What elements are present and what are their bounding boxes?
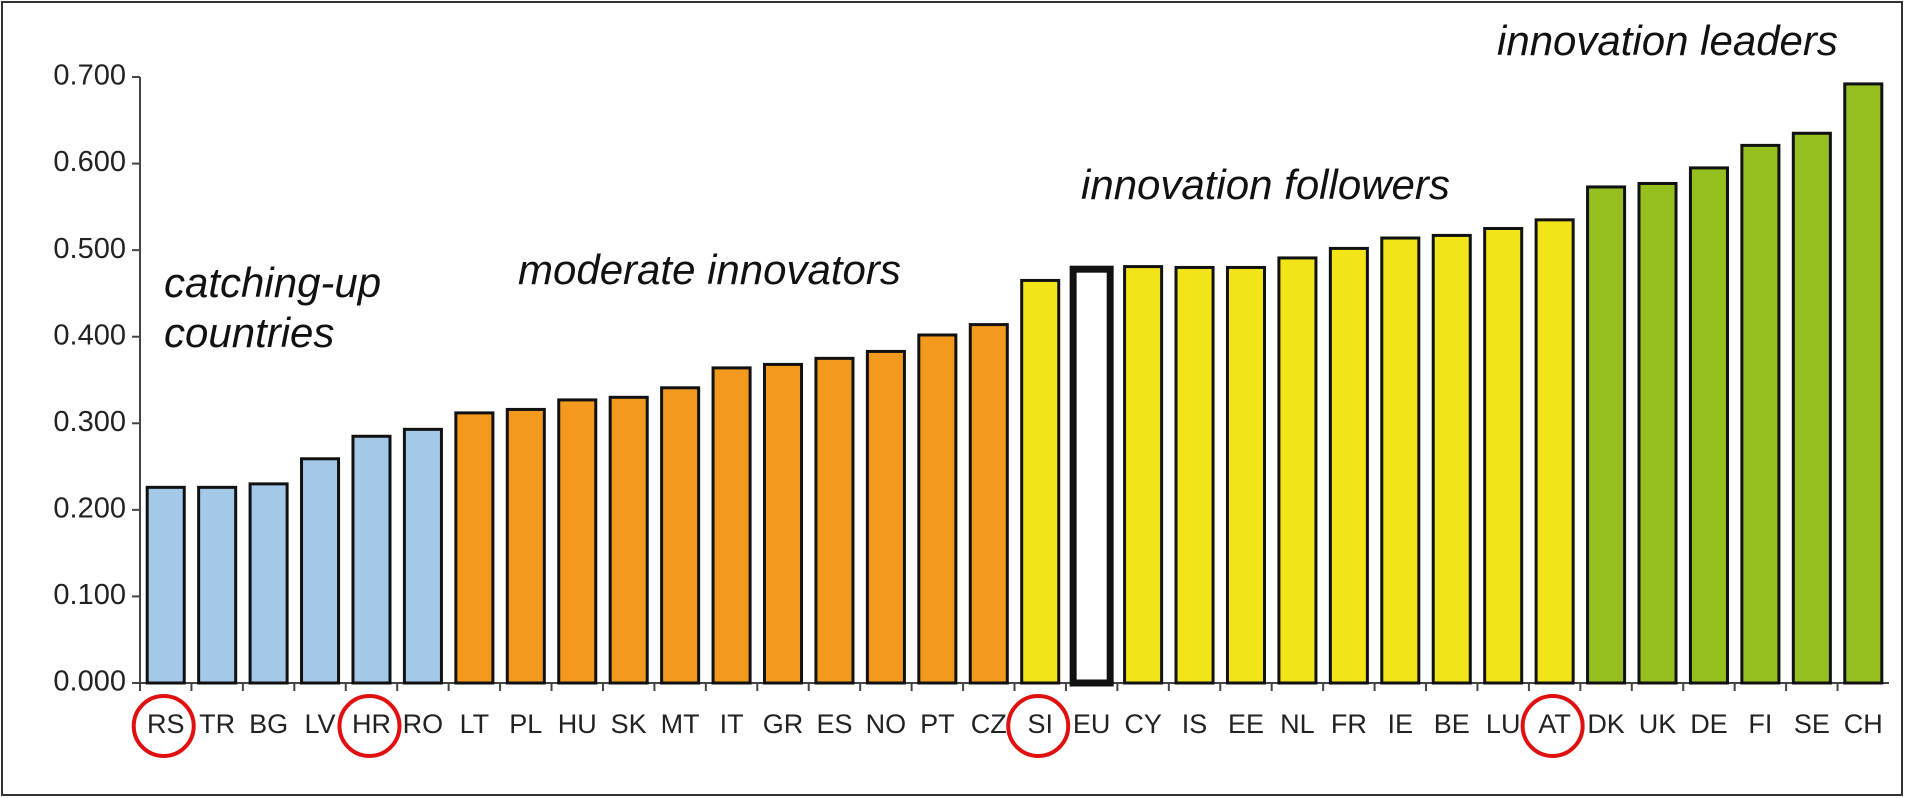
x-tick-label: DK [1587, 709, 1625, 739]
x-tick-label: SE [1794, 709, 1830, 739]
bar [865, 349, 906, 685]
x-tick-label: LT [460, 709, 490, 739]
bar [557, 398, 598, 685]
x-tick-label: RO [403, 709, 444, 739]
highlight-circle [337, 694, 402, 758]
x-tick-label: FI [1748, 709, 1772, 739]
highlight-circle [131, 694, 196, 758]
x-tick-label: CZ [971, 709, 1007, 739]
x-tick-label: MT [661, 709, 700, 739]
x-tick-label: UK [1639, 709, 1677, 739]
bar [608, 395, 649, 685]
x-tick-label: FR [1331, 709, 1367, 739]
bar [1791, 131, 1832, 685]
annotation: innovation followers [1081, 161, 1450, 208]
bar [1431, 233, 1472, 685]
bar [1740, 143, 1781, 685]
x-tick-label: HR [352, 709, 391, 739]
x-tick-label: AT [1538, 709, 1571, 739]
bar [1483, 227, 1524, 685]
x-tick-label: CY [1124, 709, 1162, 739]
bar [1637, 181, 1678, 685]
bar [660, 386, 701, 685]
annotation: moderate innovators [518, 246, 901, 293]
bar [351, 434, 392, 685]
bar [505, 407, 546, 685]
x-tick-label: DE [1690, 709, 1728, 739]
bar [1123, 265, 1164, 685]
bar [1534, 218, 1575, 685]
bar [402, 427, 443, 685]
x-tick-label: NO [866, 709, 907, 739]
y-tick-label: 0.000 [53, 666, 126, 698]
x-tick-label: EU [1073, 709, 1111, 739]
bar [1069, 265, 1114, 687]
annotation: catching-up countries [164, 259, 382, 357]
bar [1020, 278, 1061, 685]
x-tick-label: BE [1434, 709, 1470, 739]
bar [1174, 265, 1215, 685]
y-tick-label: 0.200 [53, 493, 126, 525]
bar [1688, 166, 1729, 685]
y-tick-label: 0.500 [53, 233, 126, 265]
bar [197, 485, 238, 685]
x-tick-label: CH [1844, 709, 1883, 739]
highlight-circle [1520, 694, 1585, 758]
x-tick-label: NL [1280, 709, 1315, 739]
x-tick-label: TR [199, 709, 235, 739]
x-tick-label: EE [1228, 709, 1264, 739]
bar [1277, 256, 1318, 685]
bar [968, 323, 1009, 685]
bar [762, 362, 804, 685]
bar [814, 356, 855, 685]
x-tick-label: IE [1388, 709, 1414, 739]
bar [300, 457, 341, 685]
x-tick-label: SI [1027, 709, 1053, 739]
y-tick-label: 0.400 [53, 319, 126, 351]
y-tick-label: 0.600 [53, 146, 126, 178]
bar [1328, 246, 1369, 685]
bar [145, 485, 186, 685]
x-tick-label: RS [147, 709, 185, 739]
bar [917, 333, 958, 685]
y-tick-label: 0.700 [53, 60, 126, 92]
x-tick-label: LV [305, 709, 336, 739]
bar [711, 366, 752, 685]
bar [454, 411, 495, 685]
highlight-circle [1006, 694, 1071, 758]
bar [1843, 82, 1884, 685]
x-tick-label: SK [611, 709, 647, 739]
x-tick-label: HU [558, 709, 597, 739]
x-tick-label: PT [920, 709, 955, 739]
bar [1380, 236, 1421, 685]
x-tick-label: PL [509, 709, 542, 739]
x-tick-label: IT [720, 709, 744, 739]
bar [248, 482, 289, 685]
x-tick-label: GR [763, 709, 804, 739]
x-tick-label: BG [249, 709, 288, 739]
annotation: innovation leaders [1497, 17, 1838, 64]
bar [1225, 265, 1267, 685]
x-tick-label: LU [1486, 709, 1521, 739]
x-tick-label: ES [816, 709, 852, 739]
y-tick-label: 0.300 [53, 406, 126, 438]
x-tick-label: IS [1182, 709, 1208, 739]
bar [1586, 185, 1627, 685]
y-tick-label: 0.100 [53, 579, 126, 611]
